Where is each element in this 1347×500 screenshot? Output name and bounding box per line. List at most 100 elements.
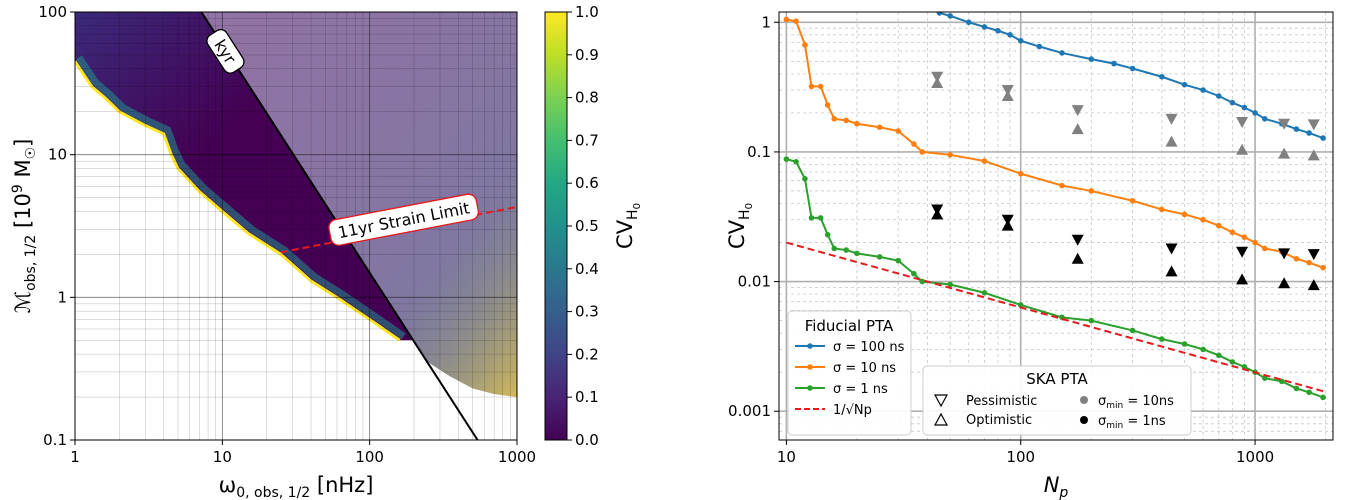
optimistic-marker: [1071, 252, 1084, 264]
series-point: [843, 247, 850, 253]
series-point: [802, 42, 808, 48]
optimistic-marker: [1278, 147, 1291, 159]
pessimistic-marker: [1071, 105, 1084, 117]
series-point: [824, 102, 831, 108]
series-point: [1129, 65, 1136, 72]
series-point: [1200, 346, 1206, 353]
series-point: [1320, 264, 1326, 271]
series-point: [793, 18, 799, 24]
heatmap-x-tick-label: 10: [213, 448, 232, 466]
series-point: [1320, 394, 1326, 401]
series-point: [854, 120, 860, 127]
pessimistic-marker: [1278, 248, 1291, 260]
heatmap-x-tick-label: 1000: [498, 448, 536, 466]
pessimistic-marker: [1307, 249, 1320, 261]
series-point: [1059, 182, 1065, 189]
series-point: [1200, 87, 1206, 93]
fiducial-legend-label: 1/√Np: [833, 403, 872, 418]
series-point: [1229, 229, 1236, 236]
line-plot-y-tick-label: 0.01: [738, 273, 771, 291]
optimistic-marker: [931, 77, 944, 89]
series-point: [1017, 37, 1024, 44]
ska-markers: [931, 71, 1320, 291]
series-point: [783, 16, 790, 23]
colorbar-tick-label: 0.4: [575, 260, 599, 278]
heatmap-x-tick-label: 1: [70, 448, 80, 466]
series-point: [1181, 81, 1188, 88]
series-point: [911, 141, 917, 147]
series-point: [1241, 104, 1248, 111]
series-point: [1129, 327, 1136, 334]
series-point: [1306, 389, 1312, 396]
sigma-10ns-legend-marker: [1080, 396, 1088, 404]
pessimistic-marker: [1071, 234, 1084, 246]
series-point: [1293, 385, 1300, 392]
pessimistic-marker: [1236, 246, 1249, 258]
optimistic-marker: [1071, 123, 1084, 135]
series-point: [981, 24, 988, 30]
pessimistic-legend-label: Pessimistic: [966, 394, 1037, 409]
line-plot-frame: [778, 11, 1334, 441]
series-point: [936, 12, 943, 16]
heatmap-y-axis-label: ℳobs, 1/2 [109 M☉]: [10, 139, 39, 314]
heatmap-x-tick-label: 100: [355, 448, 384, 466]
series-point: [1017, 170, 1024, 177]
series-point: [831, 245, 838, 252]
line-plot-y-axis-label: CVH0: [725, 203, 755, 249]
heatmap-grid: [75, 12, 517, 440]
series-point: [895, 257, 902, 264]
series-point: [1215, 352, 1222, 359]
sigma-1ns-legend-marker: [1080, 416, 1088, 424]
optimistic-legend-label: Optimistic: [966, 413, 1032, 428]
optimistic-legend-marker: [933, 412, 949, 426]
series-point: [919, 149, 926, 155]
optimistic-marker: [1165, 265, 1178, 277]
optimistic-marker: [1307, 279, 1320, 291]
fiducial-legend-title: Fiducial PTA: [805, 317, 894, 335]
heatmap-teal-band: [76, 55, 406, 340]
fiducial-legend-label: σ = 10 ns: [833, 361, 896, 376]
series-point: [947, 13, 953, 19]
series-point: [895, 128, 902, 134]
optimistic-marker: [1001, 219, 1014, 231]
colorbar-tick-label: 0.8: [575, 89, 599, 107]
series-point: [1320, 135, 1326, 141]
heatmap-x-axis-label: ω0, obs, 1/2 [nHz]: [219, 473, 374, 500]
series-point: [1111, 60, 1117, 67]
series-point: [1181, 211, 1188, 218]
colorbar-ticks: 0.0 0.1 0.2 0.3 0.4 0.5 0.6 0.7 0.8 0.9 1.0: [567, 3, 599, 449]
series-point: [831, 116, 838, 122]
ska-legend: SKA PTA Pessimistic Optimistic σmin = 10…: [922, 365, 1192, 436]
series-line: [786, 241, 1326, 393]
pessimistic-marker: [1236, 117, 1249, 129]
optimistic-marker: [1307, 149, 1320, 161]
series-point: [1252, 239, 1258, 246]
series-point: [995, 27, 1001, 34]
heatmap-region: [75, 12, 414, 341]
series-point: [876, 124, 883, 131]
series-point: [1088, 56, 1095, 62]
pessimistic-marker: [1278, 118, 1291, 130]
series-point: [1229, 99, 1236, 106]
series-point: [817, 215, 824, 221]
series-point: [919, 278, 926, 285]
line-plot-y-tick-label: 1: [761, 13, 771, 31]
series-point: [981, 158, 988, 164]
pessimistic-marker: [1165, 243, 1178, 255]
colorbar-label: CVH0: [613, 203, 643, 249]
line-plot-y-tick-label: 0.001: [728, 402, 771, 420]
series-point: [1241, 234, 1248, 240]
pessimistic-marker: [1307, 119, 1320, 131]
series-point: [947, 281, 953, 288]
fiducial-legend-label: σ = 100 ns: [833, 340, 905, 355]
line-plot-x-tick-label: 10: [777, 448, 796, 466]
colorbar: 0.0 0.1 0.2 0.3 0.4 0.5 0.6 0.7 0.8 0.9 1.0 CVH0: [544, 3, 643, 449]
heatmap-low-cv-edge: [75, 60, 401, 342]
line-plot-series: [783, 12, 1326, 401]
heatmap-y-tick-label: 1: [57, 288, 67, 306]
series-point: [947, 152, 953, 158]
series-point: [808, 215, 815, 221]
series-point: [843, 117, 850, 124]
series-point: [1088, 317, 1095, 324]
